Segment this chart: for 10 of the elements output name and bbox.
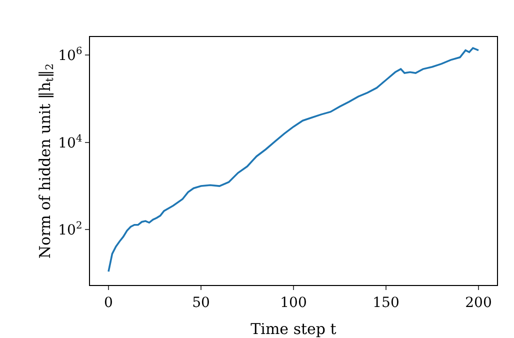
x-tick-label: 0 bbox=[104, 294, 113, 311]
x-axis-title: Time step t bbox=[250, 320, 336, 338]
y-tick-label: 10$^{4}$ bbox=[58, 133, 82, 152]
y-tick-label: 10$^{6}$ bbox=[58, 46, 82, 64]
y-tick-label: 10$^{2}$ bbox=[58, 220, 82, 239]
line-series bbox=[108, 47, 480, 272]
x-tick-label: 150 bbox=[372, 294, 400, 311]
x-tick-label: 200 bbox=[465, 294, 492, 311]
x-tick-label: 100 bbox=[280, 294, 307, 311]
x-tick-label: 50 bbox=[192, 294, 210, 311]
